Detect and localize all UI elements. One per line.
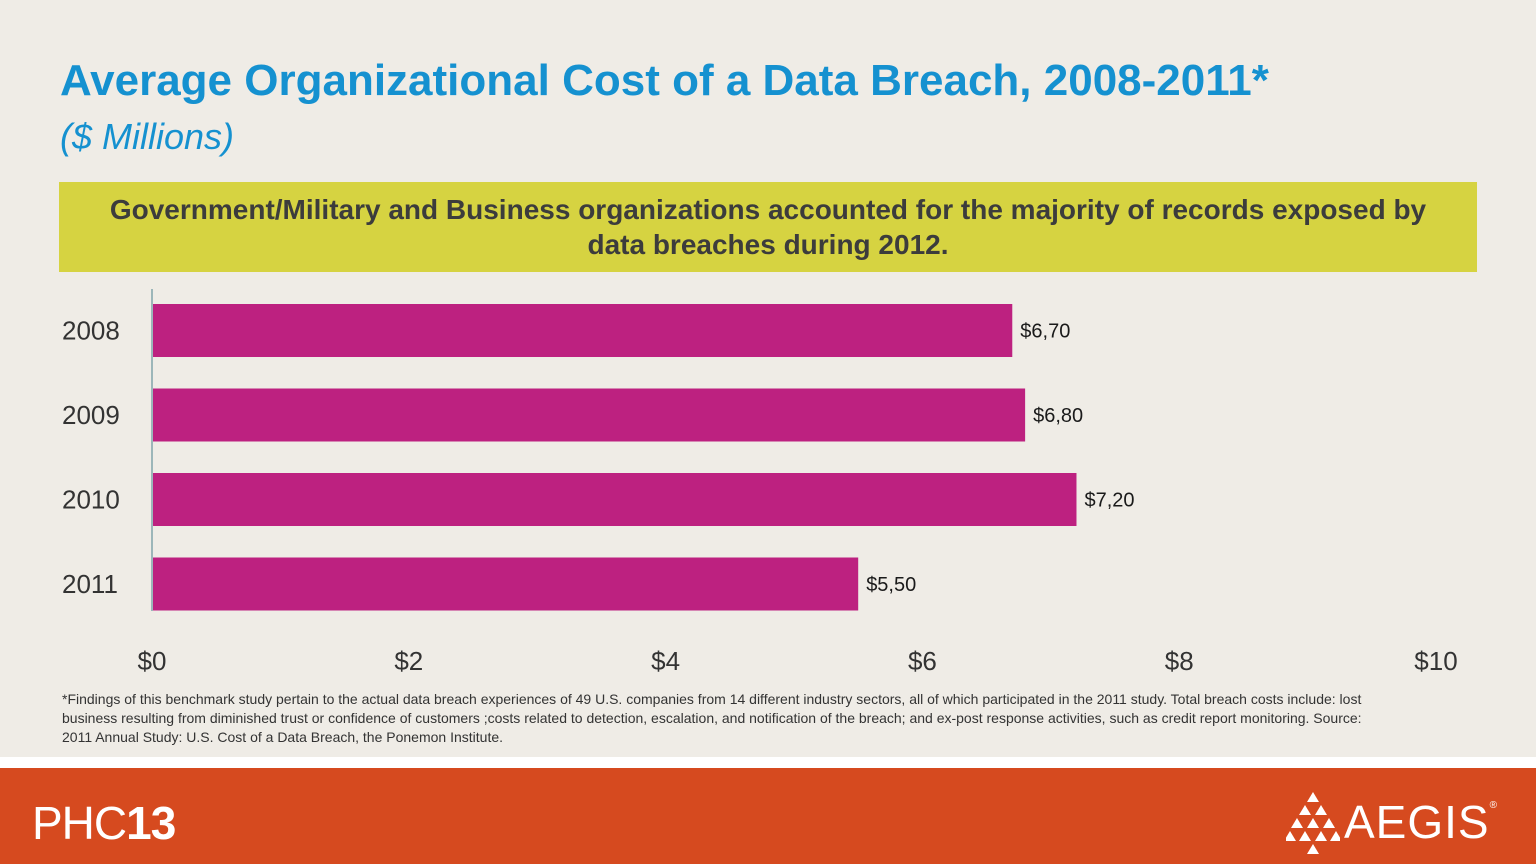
data-label: $6,80: [1033, 405, 1083, 427]
x-tick-label: $6: [908, 646, 937, 676]
registered-mark: ®: [1489, 800, 1497, 811]
aegis-logo: AEGIS ®: [1286, 790, 1497, 854]
x-tick-label: $10: [1414, 646, 1457, 676]
banner-text: Government/Military and Business organiz…: [109, 194, 1427, 260]
x-tick-label: $8: [1165, 646, 1194, 676]
bar: [153, 304, 1013, 357]
bar: [153, 557, 859, 611]
footer-divider: [0, 757, 1536, 768]
category-label: 2008: [62, 316, 120, 346]
phc-logo-number: 13: [126, 797, 176, 849]
slide-title: Average Organizational Cost of a Data Br…: [60, 56, 1269, 105]
data-label: $7,20: [1084, 490, 1134, 512]
data-label: $6,70: [1020, 321, 1070, 343]
category-label: 2009: [62, 400, 120, 430]
aegis-wordmark: AEGIS: [1344, 796, 1490, 848]
data-label: $5,50: [866, 574, 916, 596]
phc13-logo: PHC13: [32, 796, 176, 850]
bar: [153, 388, 1026, 442]
category-label: 2011: [62, 569, 118, 599]
x-tick-label: $2: [394, 646, 423, 676]
highlight-banner: Government/Military and Business organiz…: [59, 182, 1477, 272]
bar: [153, 473, 1077, 526]
x-tick-label: $0: [138, 646, 167, 676]
slide-subtitle: ($ Millions): [60, 116, 235, 157]
aegis-pyramid-icon: [1286, 792, 1340, 854]
phc-logo-prefix: PHC: [32, 797, 127, 849]
category-label: 2010: [62, 485, 120, 515]
footnote: *Findings of this benchmark study pertai…: [62, 691, 1362, 745]
x-tick-label: $4: [651, 646, 680, 676]
footer-band: [0, 768, 1536, 864]
